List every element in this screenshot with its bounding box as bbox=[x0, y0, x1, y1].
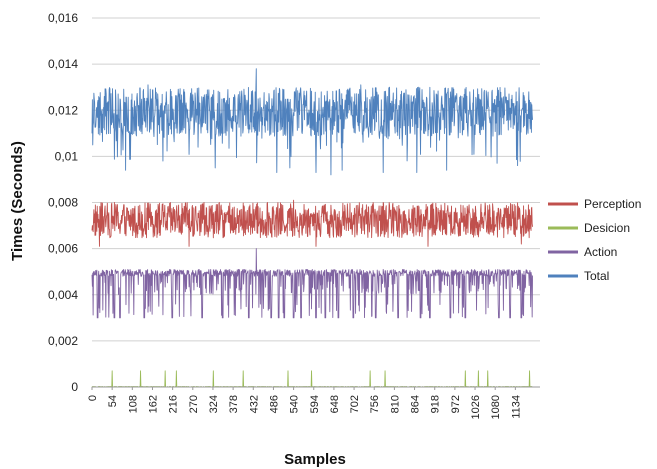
x-tick-label: 648 bbox=[329, 395, 341, 413]
x-tick-label: 1080 bbox=[490, 395, 502, 419]
y-tick-label: 0 bbox=[71, 380, 78, 394]
x-tick-label: 918 bbox=[430, 395, 442, 413]
series-layer bbox=[91, 68, 533, 388]
x-tick-label: 864 bbox=[410, 395, 422, 413]
legend-label-total: Total bbox=[584, 269, 609, 283]
x-tick-label: 324 bbox=[208, 395, 220, 413]
series-line-action bbox=[91, 248, 533, 319]
x-tick-label: 702 bbox=[349, 395, 361, 413]
y-tick-label: 0,012 bbox=[48, 103, 78, 117]
y-tick-label: 0,002 bbox=[48, 334, 78, 348]
legend-label-action: Action bbox=[584, 245, 617, 259]
x-tick-label: 756 bbox=[369, 395, 381, 413]
y-tick-labels: 0 0,002 0,004 0,006 0,008 0,01 0,012 0,014 0,016 bbox=[48, 11, 78, 394]
series-line-desicion bbox=[91, 370, 533, 388]
x-tick-label: 594 bbox=[309, 395, 321, 413]
series-line-total bbox=[91, 68, 533, 176]
x-tick-label: 270 bbox=[188, 395, 200, 413]
x-tick-label: 972 bbox=[450, 395, 462, 413]
series-line-perception bbox=[91, 199, 533, 247]
x-tick-label: 540 bbox=[289, 395, 301, 413]
x-tick-label: 0 bbox=[87, 395, 99, 401]
x-tick-label: 162 bbox=[147, 395, 159, 413]
x-tick-label: 1134 bbox=[510, 395, 522, 419]
y-tick-label: 0,006 bbox=[48, 242, 78, 256]
y-tick-label: 0,016 bbox=[48, 11, 78, 25]
legend: Perception Desicion Action Total bbox=[548, 197, 641, 283]
y-tick-label: 0,004 bbox=[48, 288, 78, 302]
x-tick-label: 486 bbox=[268, 395, 280, 413]
y-tick-label: 0,008 bbox=[48, 196, 78, 210]
x-tick-label: 810 bbox=[389, 395, 401, 413]
x-tick-labels: 0 54 108 162 216 270 324 378 432 486 540 594 648 702 7… bbox=[87, 387, 522, 419]
y-tick-label: 0,014 bbox=[48, 57, 78, 71]
x-tick-label: 378 bbox=[228, 395, 240, 413]
x-tick-label: 1026 bbox=[470, 395, 482, 419]
y-axis-title: Times (Seconds) bbox=[9, 141, 26, 261]
x-axis-title: Samples bbox=[284, 451, 346, 468]
x-tick-label: 216 bbox=[168, 395, 180, 413]
x-tick-label: 108 bbox=[127, 395, 139, 413]
legend-label-desicion: Desicion bbox=[584, 221, 630, 235]
y-tick-label: 0,01 bbox=[55, 149, 79, 163]
x-tick-label: 432 bbox=[248, 395, 260, 413]
legend-label-perception: Perception bbox=[584, 197, 641, 211]
x-tick-label: 54 bbox=[107, 395, 119, 407]
